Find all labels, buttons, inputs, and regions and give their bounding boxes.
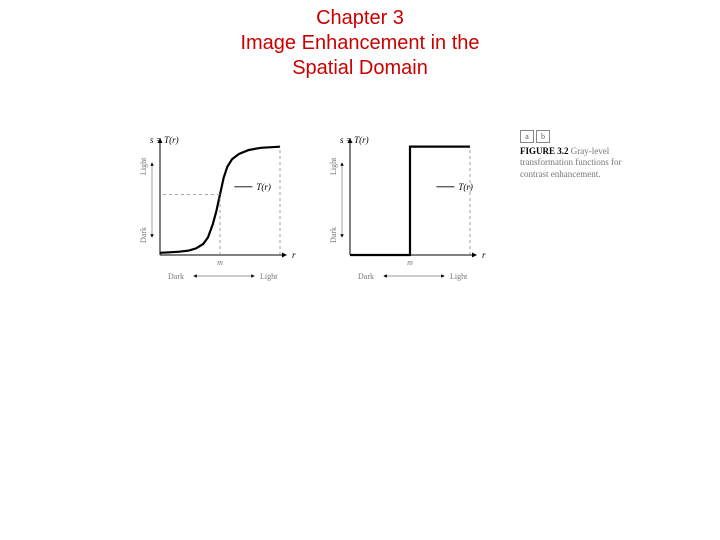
- svg-text:r: r: [292, 250, 296, 260]
- svg-text:m: m: [217, 258, 223, 267]
- svg-text:Dark: Dark: [168, 272, 184, 281]
- svg-text:r: r: [482, 250, 486, 260]
- figure-number: FIGURE 3.2: [520, 146, 569, 156]
- panel-label-row: a b: [520, 130, 630, 143]
- panel-label-b: b: [536, 130, 550, 143]
- svg-text:Light: Light: [329, 157, 338, 175]
- slide: Chapter 3 Image Enhancement in the Spati…: [0, 0, 720, 540]
- svg-text:s = T(r): s = T(r): [150, 135, 179, 145]
- svg-text:T(r): T(r): [256, 182, 271, 192]
- svg-text:Dark: Dark: [139, 227, 148, 243]
- caption-text-block: FIGURE 3.2 Gray-level transformation fun…: [520, 146, 630, 180]
- title-line-3: Spatial Domain: [0, 56, 720, 81]
- title-line-1: Chapter 3: [0, 6, 720, 31]
- slide-title: Chapter 3 Image Enhancement in the Spati…: [0, 6, 720, 81]
- title-line-2: Image Enhancement in the: [0, 31, 720, 56]
- transformation-plots: m s = T(r) r T(r) Dark Light Dark Light m s = T(r…: [120, 130, 520, 300]
- svg-text:s = T(r): s = T(r): [340, 135, 369, 145]
- svg-text:m: m: [407, 258, 413, 267]
- svg-text:Dark: Dark: [329, 227, 338, 243]
- figure-caption: a b FIGURE 3.2 Gray-level transformation…: [520, 130, 630, 180]
- svg-text:Light: Light: [260, 272, 278, 281]
- svg-text:Light: Light: [139, 157, 148, 175]
- svg-text:Dark: Dark: [358, 272, 374, 281]
- panel-label-a: a: [520, 130, 534, 143]
- svg-text:T(r): T(r): [458, 182, 473, 192]
- svg-text:Light: Light: [450, 272, 468, 281]
